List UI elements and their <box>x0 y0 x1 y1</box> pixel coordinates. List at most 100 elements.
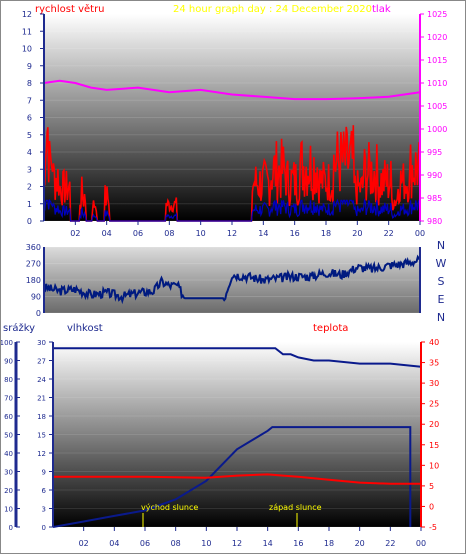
pressure-y-tick-label: 995 <box>427 148 442 157</box>
left-axis-title: rychlost větru <box>35 3 105 15</box>
rain-axis-title: srážky <box>3 322 35 334</box>
wind-y-tick-label: 1 <box>27 200 32 209</box>
humidity-y-ticks: 0 3 6 9 12 15 18 21 24 27 30 <box>37 339 53 532</box>
wind-y-tick-label: 6 <box>27 114 32 123</box>
humidity-temperature-panel: srážky vlhkost teplota 01020304050607080… <box>1 322 439 548</box>
humidity-x-ticks: 02 04 06 08 10 12 14 16 18 20 22 00 <box>79 527 426 548</box>
wind-y-tick-label: 3 <box>27 165 32 174</box>
rain-y-tick-label: 80 <box>4 376 13 384</box>
humidity-y-tick-label: 18 <box>37 413 46 421</box>
humidity-y-tick-label: 21 <box>37 395 46 403</box>
wind-y-tick-label: 8 <box>27 79 32 88</box>
temperature-line <box>53 473 421 485</box>
humidity-y-tick-label: 30 <box>37 339 46 347</box>
wind-x-tick-label: 18 <box>321 229 331 238</box>
compass-label: N <box>437 311 445 324</box>
direction-y-tick-label: 180 <box>26 276 41 285</box>
direction-y-ticks: 0 90 180 270 360 <box>26 243 41 318</box>
pressure-y-tick-label: 980 <box>427 217 442 226</box>
temperature-y-tick-label: 15 <box>429 441 439 450</box>
pressure-y-tick-label: 1020 <box>427 33 447 42</box>
rain-y-tick-label: 70 <box>4 395 13 403</box>
wind-x-tick-label: 04 <box>102 229 112 238</box>
temperature-y-tick-label: -5 <box>429 523 437 532</box>
chart-title: 24 hour graph day : 24 December 2020 <box>173 4 372 15</box>
sunrise-label: východ slunce <box>141 503 198 512</box>
humidity-line <box>53 347 422 368</box>
pressure-line <box>43 79 421 101</box>
wind-y-tick-label: 12 <box>22 10 32 19</box>
rain-y-tick-label: 100 <box>1 339 13 347</box>
rain-y-tick-label: 60 <box>4 413 13 421</box>
wind-x-tick-label: 22 <box>384 229 394 238</box>
humidity-y-tick-label: 12 <box>37 450 46 458</box>
temperature-y-ticks: -5 0 5 10 15 20 25 30 35 40 <box>421 338 439 532</box>
temperature-y-tick-label: 25 <box>429 400 439 409</box>
wind-x-tick-label: 00 <box>415 229 425 238</box>
direction-y-tick-label: 360 <box>26 243 41 252</box>
wind-y-tick-label: 4 <box>27 148 32 157</box>
pressure-y-ticks: 980 985 990 995 1000 1005 1010 1015 1020 1025 <box>420 10 447 226</box>
humidity-y-tick-label: 0 <box>42 524 46 532</box>
temperature-y-tick-label: 40 <box>429 338 439 347</box>
temperature-y-tick-label: 35 <box>429 359 439 368</box>
compass-label: W <box>436 257 447 270</box>
pressure-y-tick-label: 1005 <box>427 102 447 111</box>
wind-y-tick-label: 10 <box>22 45 32 54</box>
rain-y-tick-label: 50 <box>4 432 13 440</box>
humidity-x-tick-label: 12 <box>232 539 242 548</box>
pressure-y-tick-label: 1015 <box>427 56 447 65</box>
wind-y-tick-label: 9 <box>27 62 32 71</box>
rain-y-tick-label: 20 <box>4 487 13 495</box>
temperature-y-tick-label: 10 <box>429 461 439 470</box>
wind-x-tick-label: 10 <box>196 229 206 238</box>
pressure-y-tick-label: 985 <box>427 194 442 203</box>
pressure-y-tick-label: 1010 <box>427 79 447 88</box>
humidity-x-tick-label: 20 <box>355 539 365 548</box>
rain-y-tick-label: 40 <box>4 450 13 458</box>
temperature-y-tick-label: 30 <box>429 379 439 388</box>
direction-line <box>43 254 421 305</box>
humidity-x-tick-label: 16 <box>293 539 303 548</box>
wind-x-ticks: 02 04 06 08 10 12 14 16 18 20 22 00 <box>70 221 425 238</box>
compass-label: N <box>437 239 445 252</box>
rain-y-tick-label: 90 <box>4 358 13 366</box>
rain-y-tick-label: 30 <box>4 469 13 477</box>
rain-y-tick-label: 10 <box>4 506 13 514</box>
humidity-x-tick-label: 18 <box>324 539 334 548</box>
temperature-y-tick-label: 0 <box>429 502 434 511</box>
pressure-y-tick-label: 990 <box>427 171 442 180</box>
direction-y-tick-label: 90 <box>31 293 41 302</box>
wind-x-tick-label: 06 <box>133 229 143 238</box>
direction-y-tick-label: 0 <box>36 309 41 318</box>
wind-y-tick-label: 7 <box>27 96 32 105</box>
humidity-x-tick-label: 00 <box>416 539 426 548</box>
wind-x-tick-label: 02 <box>70 229 80 238</box>
humidity-x-tick-label: 10 <box>201 539 211 548</box>
pressure-y-tick-label: 1025 <box>427 10 447 19</box>
wind-y-tick-label: 0 <box>27 217 32 226</box>
humidity-y-tick-label: 24 <box>37 376 46 384</box>
rain-line <box>52 426 412 528</box>
humidity-y-tick-label: 9 <box>42 469 46 477</box>
humidity-y-tick-label: 15 <box>37 432 46 440</box>
humidity-y-tick-label: 3 <box>42 506 46 514</box>
direction-y-tick-label: 270 <box>26 260 41 269</box>
wind-x-tick-label: 12 <box>227 229 237 238</box>
humidity-plot-area <box>53 342 421 527</box>
wind-x-tick-label: 20 <box>352 229 362 238</box>
sunset-label: západ slunce <box>269 503 322 512</box>
temperature-y-tick-label: 20 <box>429 420 439 429</box>
humidity-axis-title: vlhkost <box>67 323 103 334</box>
humidity-y-tick-label: 6 <box>42 487 47 495</box>
wind-x-tick-label: 14 <box>258 229 268 238</box>
humidity-y-tick-label: 27 <box>37 358 46 366</box>
pressure-y-tick-label: 1000 <box>427 125 447 134</box>
rain-y-ticks: 0 10 20 30 40 50 60 70 80 90 100 <box>1 339 20 532</box>
